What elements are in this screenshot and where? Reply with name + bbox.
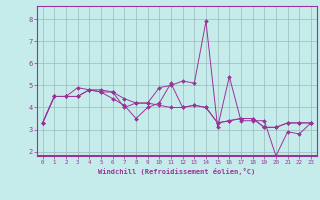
X-axis label: Windchill (Refroidissement éolien,°C): Windchill (Refroidissement éolien,°C) <box>98 168 255 175</box>
